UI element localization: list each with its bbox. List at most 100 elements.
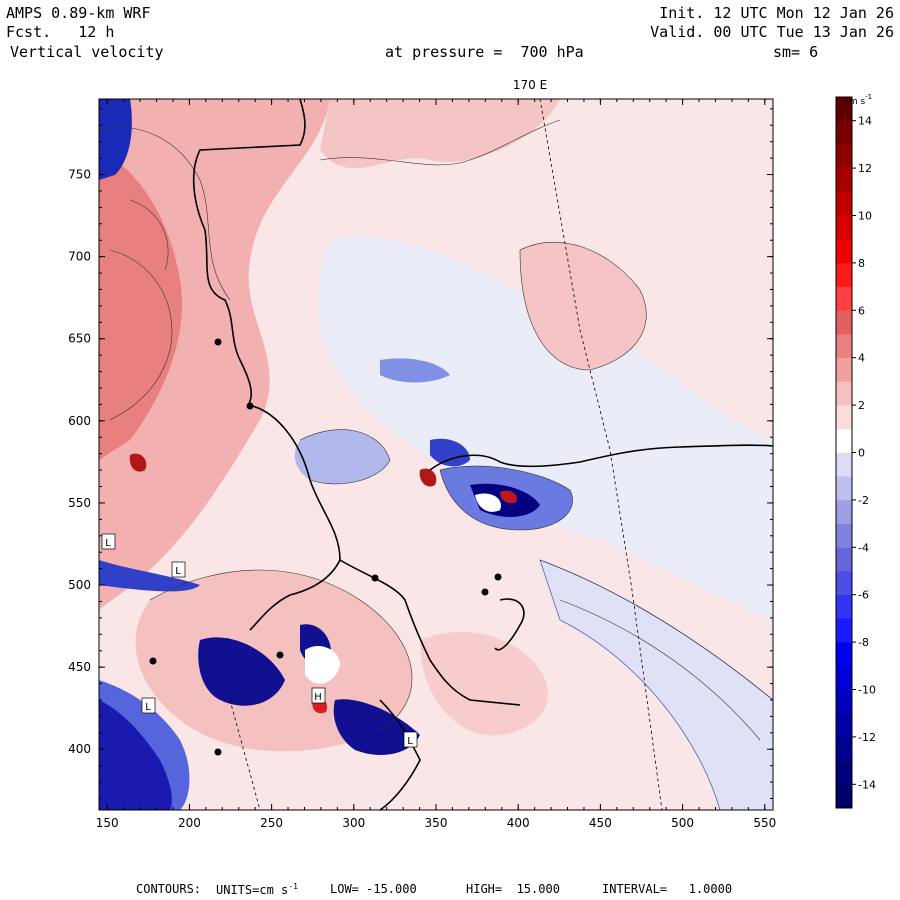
colorbar-swatch [836,191,852,216]
colorbar-swatch [836,665,852,690]
colorbar-tick-label: -8 [858,636,869,649]
colorbar-swatch [836,120,852,145]
interval-value: INTERVAL= 1.0000 [602,882,733,896]
colorbar-tick-label: -4 [858,541,869,554]
x-tick-label: 500 [671,816,694,830]
colorbar-tick-label: -12 [858,731,876,744]
init-time: Init. 12 UTC Mon 12 Jan 26 [659,4,894,22]
descent-streak-w [99,560,200,592]
colorbar-swatch [836,689,852,714]
axis-ticks: 150 200 250 300 350 400 450 500 550 400 450 500 550 6… [68,99,776,830]
station-dot [276,651,284,659]
colorbar-swatch [836,618,852,643]
colorbar-swatch [836,760,852,785]
y-tick-label: 600 [68,414,91,428]
x-tick-label: 350 [425,816,448,830]
ascent-core-2 [419,468,437,487]
descent-patch-5 [333,699,420,755]
colorbar-swatch [836,642,852,667]
colorbar-swatch [836,784,852,809]
ascent-core-west [99,150,182,460]
colorbar-tick-label: -2 [858,494,869,507]
colorbar-tick-label: -14 [858,778,876,791]
units-label: UNITS=cm s-1 [216,882,298,897]
station-dot [246,402,254,410]
y-tick-label: 550 [68,496,91,510]
low-value: LOW= -15.000 [330,882,417,896]
colorbar-tick-label: -10 [858,684,876,697]
extrema-label: L [105,538,111,549]
station-dot [214,748,222,756]
colorbar-swatch [836,547,852,572]
zero-gap-1 [305,645,340,684]
ascent-patch-se [420,631,548,736]
station-dot [149,657,157,665]
colorbar-swatch [836,499,852,524]
extrema-box [403,731,418,748]
station-dot [371,574,379,582]
colorbar-swatch [836,713,852,738]
contour-line [539,559,773,701]
colorbar-tick-label: 0 [858,447,865,460]
colorbar-swatch [836,405,852,430]
colorbar-tick-label: 6 [858,304,865,317]
coastline-segment [192,99,306,406]
colorbar: 14 12 10 8 6 4 2 0 -2 -4 -6 -8 -10 -12 -14 [835,96,876,809]
contour-line [439,465,573,531]
station-dot [481,588,489,596]
ascent-region-north [320,99,560,169]
colorbar-swatch [836,97,852,121]
descent-core-sw [99,700,172,810]
ascent-core-4 [500,490,517,504]
x-tick-label: 450 [589,816,612,830]
colorbar-swatch [836,381,852,406]
extrema-box [101,533,116,550]
colorbar-swatch [836,144,852,169]
stations [149,338,502,756]
extrema-box [141,697,156,714]
pressure-level: at pressure = 700 hPa [385,43,584,61]
station-dot [214,338,222,346]
extrema-label: H [314,692,322,703]
coastline-segment [247,404,341,631]
colorbar-swatch [836,310,852,335]
colorbar-swatch [836,428,852,453]
x-tick-label: 200 [178,816,201,830]
units-exponent: -1 [288,882,298,891]
y-tick-label: 500 [68,578,91,592]
colorbar-tick-label: 14 [858,115,872,128]
colorbar-swatch [836,736,852,761]
colorbar-swatch [836,215,852,240]
contour-line [319,119,561,166]
colorbar-swatch [836,262,852,287]
coastline-segment [339,559,521,706]
model-title: AMPS 0.89-km WRF [6,4,151,22]
contour-line [129,199,169,271]
ascent-patch-ne [520,242,647,370]
colorbar-swatch [836,286,852,311]
contour-line [299,429,391,485]
colorbar-tick-label: 2 [858,399,865,412]
colorbar-units-text: cm s [844,97,866,107]
extrema-labels: L L L H L [101,533,418,748]
coastline [192,99,773,810]
descent-patch-3 [198,637,285,706]
colorbar-tick-label: 4 [858,352,865,365]
colorbar-swatch [836,168,852,193]
descent-patch-nw [99,99,132,180]
colorbar-swatch [836,476,852,501]
meridian-west [229,699,261,810]
y-tick-label: 700 [68,250,91,264]
extrema-label: L [145,702,151,713]
colorbar-units-exponent: -1 [865,93,872,101]
ascent-core-1 [129,453,147,472]
plot-field [99,99,773,810]
field-name: Vertical velocity [10,43,164,61]
extrema-label: L [175,566,181,577]
x-tick-label: 250 [260,816,283,830]
colorbar-swatch [836,334,852,358]
units-text: UNITS=cm s [216,883,289,897]
valid-time: Valid. 00 UTC Tue 13 Jan 26 [650,23,894,41]
y-tick-label: 400 [68,742,91,756]
colorbar-units: cm s-1 [844,93,872,107]
